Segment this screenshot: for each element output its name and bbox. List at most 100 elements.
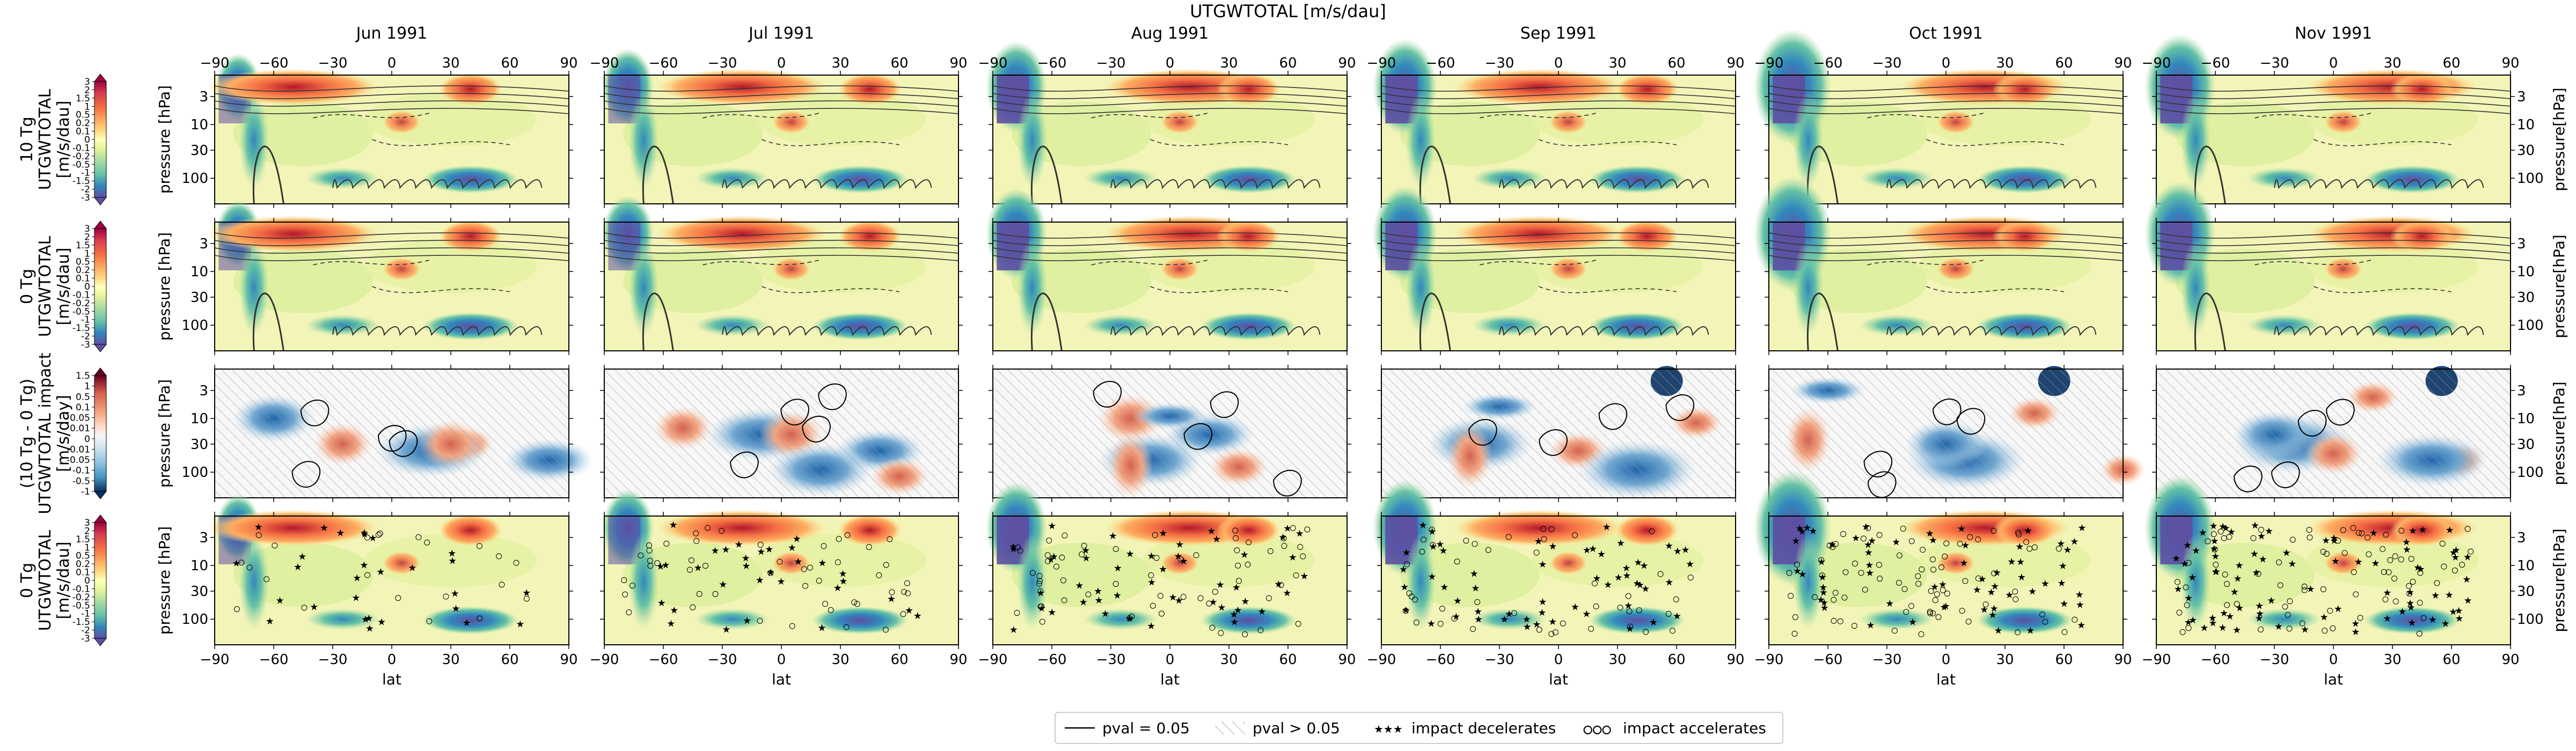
stipple-circle xyxy=(1081,542,1087,549)
stipple-star: ★ xyxy=(1865,560,1874,571)
stipple-star: ★ xyxy=(1283,523,1292,534)
field-negative-nh-low xyxy=(2363,606,2461,635)
contour xyxy=(1768,100,2124,107)
stipple-circle xyxy=(2055,546,2062,552)
stipple-star: ★ xyxy=(2406,598,2414,609)
legend-frame xyxy=(1055,712,1783,744)
contour xyxy=(604,108,959,114)
x-axis-label: lat xyxy=(1936,671,1956,688)
stipple-star: ★ xyxy=(2174,584,2182,595)
stipple-star: ★ xyxy=(2007,556,2016,568)
y-tick-label: 100 xyxy=(181,171,208,187)
x-tick-label: −60 xyxy=(1037,652,1067,668)
stipple-star: ★ xyxy=(1082,553,1091,564)
stipple-circle xyxy=(876,572,882,578)
colorbar-tick-label: 1 xyxy=(84,381,90,392)
contour xyxy=(1768,93,2124,99)
stipple-star: ★ xyxy=(1583,545,1591,556)
contour-wavy xyxy=(332,326,543,336)
stipple-star: ★ xyxy=(2406,587,2414,598)
stipple-circle xyxy=(2398,556,2404,563)
colorbar-tick-label: 0.1 xyxy=(76,568,90,578)
stipple-star: ★ xyxy=(2211,566,2220,578)
stipple-star: ★ xyxy=(1300,571,1308,582)
stipple-circle xyxy=(821,543,827,549)
x-tick-label: 0 xyxy=(1166,652,1175,668)
y-tick-label: 30 xyxy=(2517,584,2535,600)
stipple-star: ★ xyxy=(1075,580,1084,591)
stipple-circle xyxy=(1965,619,1972,625)
stipple-circle xyxy=(1470,625,1476,632)
contour-dashed xyxy=(2255,112,2373,119)
stipple-star: ★ xyxy=(656,561,665,572)
stipple-star: ★ xyxy=(2208,613,2217,624)
field-teal-column xyxy=(1406,92,1436,189)
colorbar-tick-label: 3 xyxy=(84,518,90,528)
stipple-star: ★ xyxy=(2184,593,2193,604)
impact-hatch xyxy=(2156,369,2511,498)
stipple-star: ★ xyxy=(2192,546,2200,557)
stipple-circle xyxy=(1876,562,1882,568)
stipple-star: ★ xyxy=(2403,544,2411,556)
contour xyxy=(2156,247,2511,254)
stipple-circle xyxy=(1280,535,1287,541)
stipple-star: ★ xyxy=(2075,590,2084,601)
y-tick-label: 100 xyxy=(2517,171,2544,187)
stipple-circle xyxy=(1044,552,1051,558)
stipple-circle xyxy=(1062,532,1068,539)
stipple-star: ★ xyxy=(1523,622,1532,633)
stipple-circle xyxy=(1826,542,1833,549)
field-positive-nh-core xyxy=(1615,514,1679,547)
y-tick-label: 10 xyxy=(2517,411,2535,427)
stipple-circle xyxy=(718,528,724,534)
stipple-star: ★ xyxy=(1232,582,1241,593)
stipple-circle xyxy=(2322,628,2328,634)
stipple-circle xyxy=(1038,603,1045,610)
contour-wavy xyxy=(1499,179,1709,189)
field-teal-column xyxy=(2180,239,2211,336)
stipple-star: ★ xyxy=(838,568,847,579)
stipple-circle xyxy=(1206,600,1212,607)
x-tick-label: −30 xyxy=(1096,652,1126,668)
stipple-star: ★ xyxy=(2331,556,2340,567)
x-tick-label-top: 30 xyxy=(442,55,459,71)
panel-r4-c3: ★★★★★★★★★★★★★★★ ★★★★★★★★★★★★★★★★★★★★★★★★★… xyxy=(978,482,1356,688)
stipple-circle xyxy=(395,595,401,601)
pval-contour xyxy=(2297,410,2327,437)
stipple-star: ★ xyxy=(1402,605,1410,616)
x-tick-label-top: −30 xyxy=(2260,55,2289,71)
colorbar-tick-label: -1 xyxy=(81,168,90,179)
x-tick-label: 30 xyxy=(442,652,459,668)
stipple-circle xyxy=(2383,532,2389,538)
colorbar-bottom-arrow xyxy=(93,344,107,352)
stipple-star: ★ xyxy=(1868,535,1876,547)
colorbar-tick-label: 0.5 xyxy=(76,551,90,562)
stipple-circle xyxy=(689,557,695,563)
stipple-circle xyxy=(1819,572,1825,579)
stipple-star: ★ xyxy=(2330,533,2338,544)
stipple-circle xyxy=(1851,623,1857,629)
stipple-circle xyxy=(1837,618,1843,624)
stipple-circle xyxy=(1842,569,1849,576)
pval-contour xyxy=(2234,465,2263,492)
stipple-circle xyxy=(2255,571,2262,577)
contour-zero xyxy=(2194,145,2226,204)
pval-contour xyxy=(1210,391,1239,418)
contour xyxy=(1768,232,2124,239)
x-tick-label-top: −90 xyxy=(590,55,619,71)
field-positive-mid xyxy=(1549,257,1588,281)
contour xyxy=(1381,240,1736,246)
contour-zero xyxy=(252,145,284,204)
contour-wavy xyxy=(2274,179,2484,189)
stipple-circle xyxy=(2184,602,2190,608)
contour xyxy=(214,100,569,107)
stipple-star: ★ xyxy=(2451,545,2460,556)
stipple-circle xyxy=(1413,619,1419,625)
panel-r4-c1: ★★★★★★★★★★★★★★★ ★★★★★ ★★★★★★★★ 3 10 30 100 −90 −… xyxy=(156,494,578,688)
stipple-star: ★ xyxy=(1175,539,1184,550)
y-tick-label: 100 xyxy=(2517,318,2544,334)
stipple-star: ★ xyxy=(516,619,524,630)
stipple-circle xyxy=(1300,553,1306,559)
x-tick-label: −30 xyxy=(1872,652,1902,668)
stipple-star: ★ xyxy=(1159,564,1167,575)
